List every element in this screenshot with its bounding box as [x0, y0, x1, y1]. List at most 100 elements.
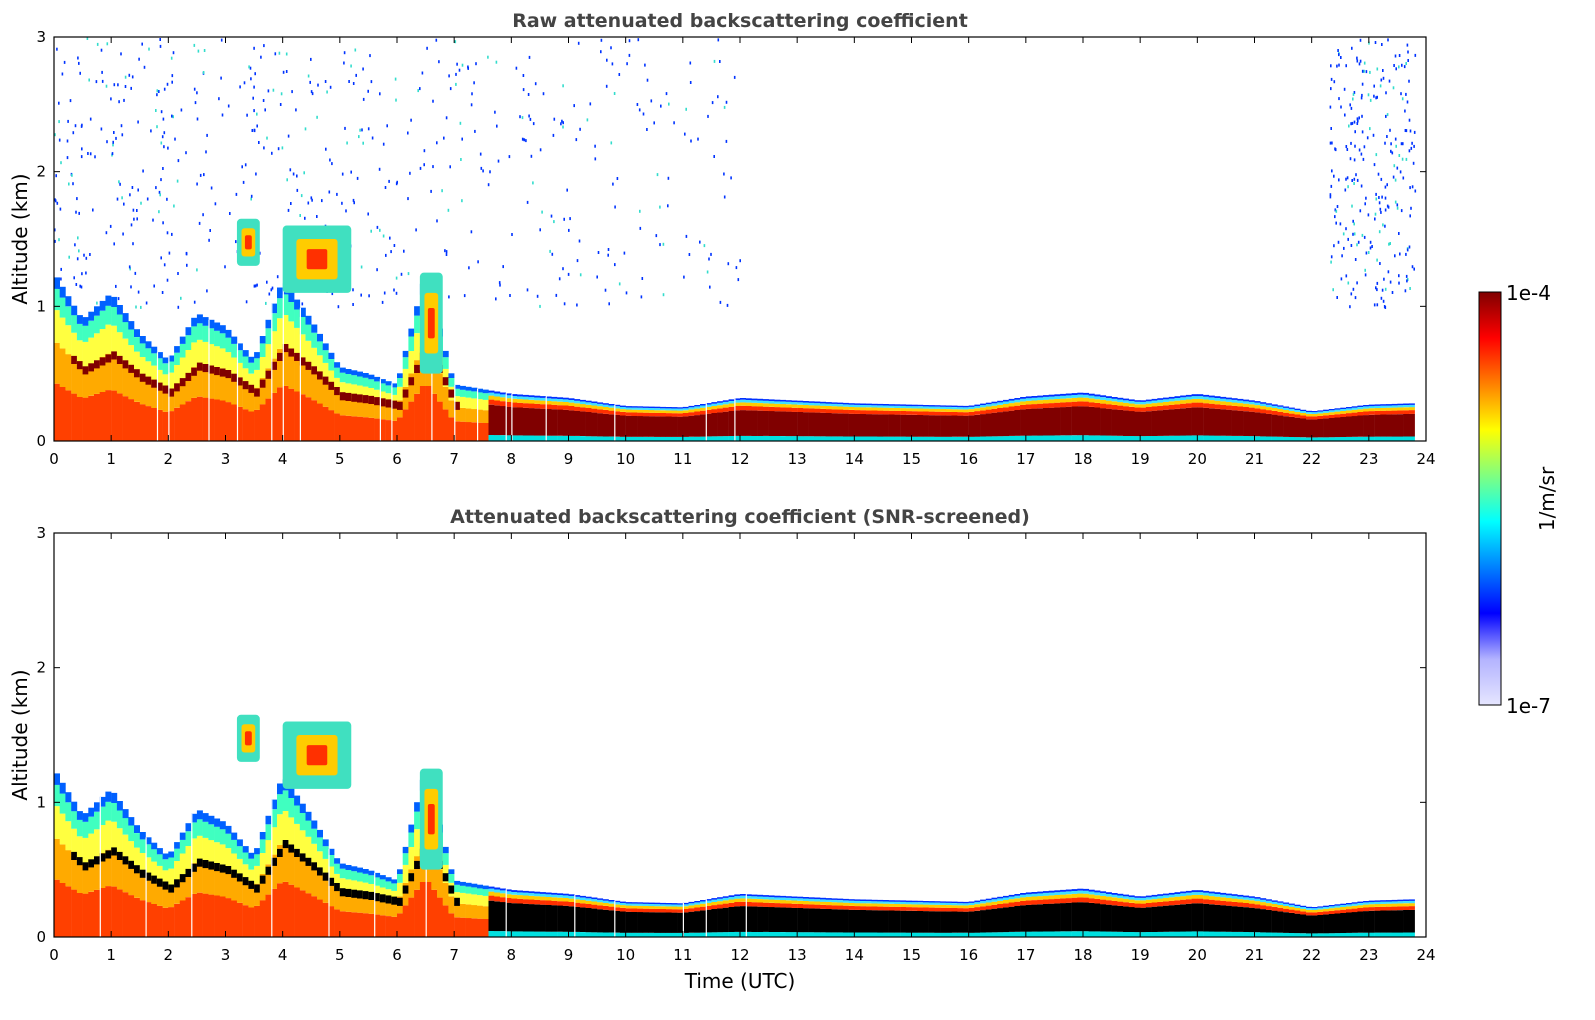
backscatter-cell [1197, 435, 1204, 441]
backscatter-cell [76, 396, 83, 441]
backscatter-cell [471, 387, 478, 392]
backscatter-cell [791, 402, 798, 405]
backscatter-cell [934, 415, 941, 437]
backscatter-cell [1271, 405, 1278, 408]
aerosol-streak-cell [271, 361, 278, 370]
backscatter-cell [65, 886, 72, 937]
backscatter-cell [1180, 400, 1187, 404]
backscatter-cell [985, 932, 992, 937]
noise-speckle [508, 155, 511, 159]
noise-speckle [567, 272, 570, 276]
backscatter-cell [785, 896, 792, 898]
backscatter-cell [677, 904, 684, 907]
backscatter-cell [1363, 932, 1370, 937]
noise-speckle [509, 294, 511, 297]
noise-speckle [123, 98, 125, 102]
backscatter-cell [191, 326, 198, 343]
backscatter-cell [1408, 899, 1415, 901]
backscatter-cell [231, 832, 238, 840]
backscatter-cell [808, 408, 815, 413]
backscatter-cell [705, 403, 712, 405]
backscatter-cell [791, 404, 798, 408]
backscatter-cell [745, 398, 752, 400]
noise-speckle [430, 189, 432, 193]
backscatter-cell [1111, 397, 1118, 399]
backscatter-cell [128, 841, 135, 866]
noise-speckle [1333, 174, 1335, 178]
backscatter-cell [517, 892, 523, 896]
backscatter-cell [1088, 931, 1095, 937]
backscatter-cell [156, 865, 163, 884]
backscatter-cell [351, 866, 358, 872]
backscatter-cell [1306, 413, 1312, 417]
backscatter-cell [511, 407, 518, 436]
noise-speckle [145, 301, 148, 305]
backscatter-cell [1163, 409, 1169, 436]
backscatter-cell [1071, 897, 1078, 903]
backscatter-cell [568, 898, 575, 902]
backscatter-cell [928, 907, 935, 912]
noise-speckle [1395, 67, 1397, 71]
noise-speckle [409, 171, 411, 175]
noise-speckle [137, 188, 139, 192]
missing-profile [614, 900, 616, 937]
backscatter-cell [637, 407, 644, 410]
backscatter-cell [271, 331, 278, 359]
backscatter-cell [202, 893, 209, 937]
backscatter-cell [1220, 931, 1227, 937]
noise-speckle [1379, 207, 1382, 211]
backscatter-cell [900, 910, 907, 933]
noise-speckle [515, 66, 518, 70]
aerosol-streak-cell [368, 395, 375, 404]
backscatter-cell [608, 407, 615, 411]
backscatter-cell [259, 839, 266, 853]
noise-speckle [1394, 254, 1396, 258]
backscatter-cell [511, 898, 518, 904]
backscatter-cell [1065, 398, 1072, 403]
noise-speckle [140, 201, 142, 205]
backscatter-cell [545, 396, 552, 399]
backscatter-cell [196, 323, 203, 340]
noise-speckle [156, 93, 158, 97]
backscatter-cell [568, 398, 575, 400]
backscatter-cell [277, 287, 283, 299]
backscatter-cell [1145, 903, 1152, 908]
backscatter-cell [459, 892, 466, 904]
backscatter-cell [608, 900, 615, 902]
backscatter-cell [1140, 900, 1147, 904]
backscatter-cell [477, 409, 483, 423]
backscatter-cell [179, 874, 186, 901]
backscatter-cell [700, 407, 706, 411]
noise-speckle [473, 81, 475, 85]
noise-speckle [576, 303, 578, 307]
noise-speckle [1399, 252, 1401, 256]
backscatter-cell [1014, 931, 1021, 937]
backscatter-cell [871, 407, 878, 411]
noise-speckle [307, 74, 310, 78]
backscatter-cell [1260, 406, 1267, 410]
backscatter-cell [1065, 402, 1072, 407]
backscatter-cell [545, 400, 552, 405]
noise-speckle [1400, 142, 1403, 146]
backscatter-cell [562, 893, 569, 896]
x-tick-label: 9 [564, 946, 574, 964]
noise-speckle [185, 151, 187, 155]
backscatter-cell [785, 407, 792, 412]
backscatter-cell [814, 908, 821, 933]
backscatter-cell [105, 849, 112, 887]
backscatter-cell [1271, 414, 1278, 437]
backscatter-cell [962, 905, 969, 909]
backscatter-cell [820, 908, 826, 933]
backscatter-cell [225, 337, 232, 353]
backscatter-cell [751, 902, 758, 907]
noise-speckle [470, 103, 473, 107]
noise-speckle [1345, 177, 1347, 181]
noise-speckle [611, 62, 614, 66]
aerosol-streak-cell [105, 850, 112, 859]
backscatter-cell [1043, 399, 1049, 404]
backscatter-cell [608, 414, 615, 437]
noise-speckle [1352, 232, 1354, 236]
noise-speckle [168, 251, 171, 255]
backscatter-cell [437, 401, 443, 441]
noise-speckle [1360, 184, 1363, 188]
